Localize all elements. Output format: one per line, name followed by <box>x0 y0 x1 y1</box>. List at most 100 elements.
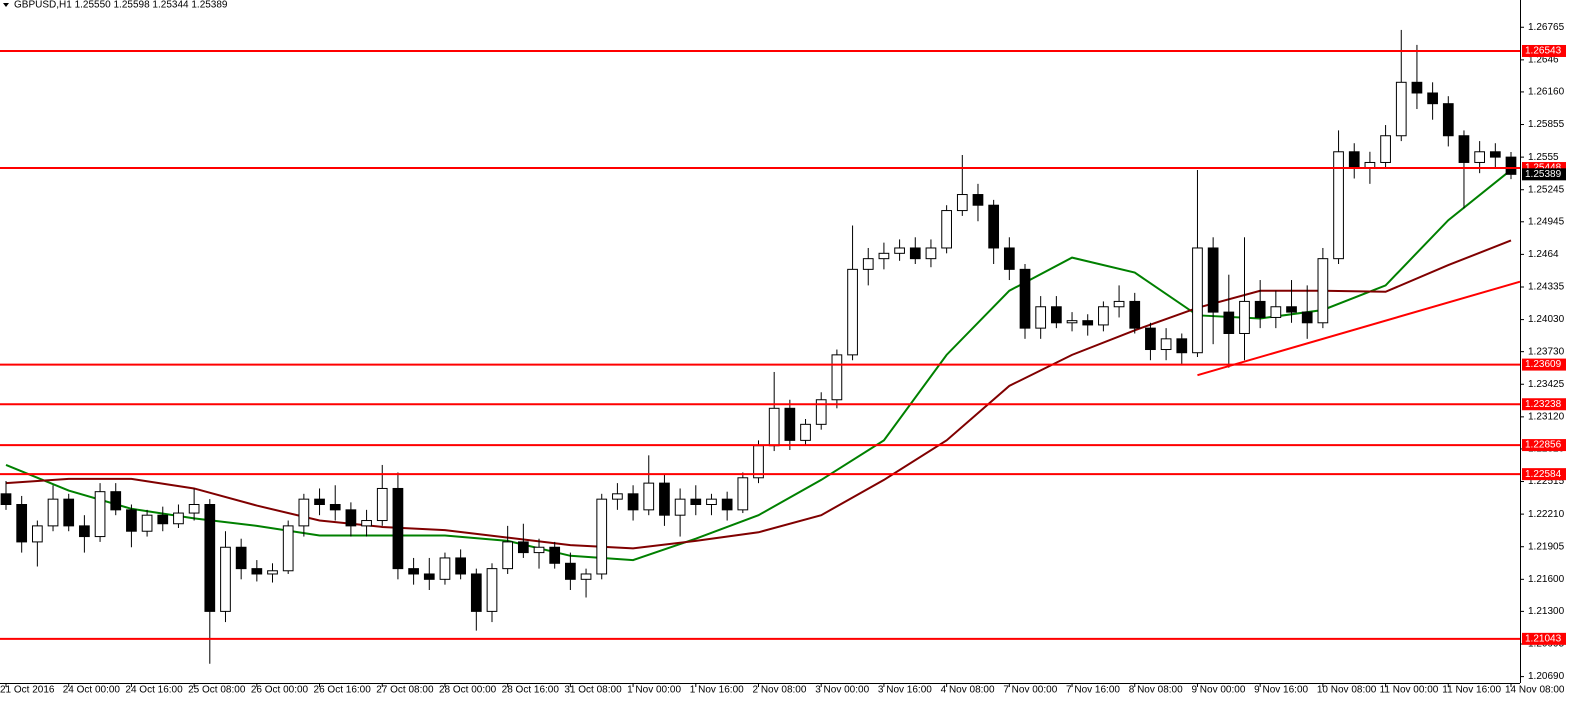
x-tick-label: 28 Oct 00:00 <box>439 685 497 696</box>
candle-body <box>470 573 482 612</box>
x-tick-label: 7 Nov 16:00 <box>1066 685 1120 696</box>
x-tick-label: 1 Nov 00:00 <box>627 685 681 696</box>
level-label-box <box>1522 44 1566 57</box>
x-tick-label: 3 Nov 00:00 <box>815 685 869 696</box>
candle-body <box>925 247 937 260</box>
candle-body <box>972 194 984 206</box>
level-label: 1.21043 <box>1525 633 1562 644</box>
y-tick-label: 1.21300 <box>1528 606 1565 617</box>
candle-body <box>0 493 12 506</box>
candle-body <box>126 509 137 532</box>
x-tick-label: 9 Nov 00:00 <box>1191 685 1245 696</box>
x-tick-label: 24 Oct 00:00 <box>63 685 121 696</box>
candle-body <box>596 498 608 575</box>
candle-body <box>1427 92 1438 105</box>
y-tick-label: 1.25245 <box>1528 184 1565 195</box>
candle-body <box>721 498 733 511</box>
candle-body <box>674 498 686 516</box>
candle-body <box>1411 81 1423 94</box>
x-tick-label: 26 Oct 16:00 <box>314 685 372 696</box>
x-tick-label: 10 Nov 08:00 <box>1317 685 1377 696</box>
candle-body <box>1160 338 1172 351</box>
x-tick-label: 28 Oct 16:00 <box>502 685 560 696</box>
level-label: 1.23609 <box>1525 359 1562 370</box>
candle-body <box>737 477 749 511</box>
x-tick-label: 2 Nov 08:00 <box>753 685 807 696</box>
y-tick-label: 1.2646 <box>1528 54 1559 65</box>
candle-body <box>298 498 310 527</box>
y-tick-label: 1.23730 <box>1528 346 1565 357</box>
candle-body <box>220 546 231 612</box>
candle-body <box>1474 151 1486 163</box>
candle-body <box>157 514 169 525</box>
candle-body <box>345 509 357 527</box>
candle-body <box>188 504 200 514</box>
level-label-box <box>1522 439 1566 452</box>
candle-body <box>329 504 341 511</box>
menu-arrow[interactable] <box>3 3 9 7</box>
candle-body <box>988 204 1000 249</box>
candle-body <box>1223 311 1235 334</box>
candle-body <box>1333 151 1344 260</box>
level-label: 1.26543 <box>1525 46 1562 57</box>
x-tick-label: 25 Oct 08:00 <box>188 685 246 696</box>
candle-body <box>533 546 545 554</box>
candle-body <box>580 573 592 580</box>
x-tick-label: 27 Oct 08:00 <box>376 685 434 696</box>
x-tick-label: 7 Nov 00:00 <box>1003 685 1057 696</box>
candle-body <box>831 354 843 401</box>
y-tick-label: 1.26160 <box>1528 87 1565 98</box>
candle-body <box>141 514 153 532</box>
candle-body <box>1082 320 1094 326</box>
candle-body <box>423 573 435 580</box>
candle-body <box>79 525 90 538</box>
y-tick-label: 1.23425 <box>1528 379 1565 390</box>
candle-body <box>361 520 372 527</box>
candle-body <box>31 525 43 543</box>
candle-body <box>941 210 952 249</box>
y-tick-label: 1.2555 <box>1528 152 1559 163</box>
x-tick-label: 8 Nov 08:00 <box>1129 685 1183 696</box>
candle-body <box>1019 268 1031 329</box>
candle-body <box>282 525 294 572</box>
candle-body <box>690 498 702 506</box>
candle-body <box>1286 306 1297 313</box>
level-label-box <box>1522 632 1566 645</box>
candle-body <box>565 562 576 580</box>
candle-body <box>1239 300 1250 334</box>
candle-body <box>173 512 184 525</box>
candle-body <box>1505 156 1517 175</box>
candle-body <box>1051 306 1062 324</box>
x-tick-label: 4 Nov 08:00 <box>941 685 995 696</box>
candle-body <box>455 557 466 575</box>
candle-body <box>47 498 59 527</box>
candle-body <box>878 252 890 260</box>
candle-body <box>1442 103 1454 137</box>
candle-body <box>110 491 122 511</box>
candle-body <box>753 445 764 479</box>
candle-body <box>847 268 858 356</box>
x-tick-label: 11 Nov 16:00 <box>1442 685 1501 696</box>
candle-body <box>1035 306 1047 329</box>
candle-body <box>643 482 655 511</box>
candle-body <box>1145 327 1156 351</box>
candle-body <box>862 258 874 270</box>
candle-body <box>909 247 921 260</box>
x-tick-label: 1 Nov 16:00 <box>690 685 744 696</box>
candle-body <box>408 568 419 575</box>
y-tick-label: 1.24030 <box>1528 314 1565 325</box>
y-tick-label: 1.2464 <box>1528 249 1559 260</box>
candle-body <box>376 487 388 522</box>
candle-body <box>486 568 498 612</box>
x-tick-label: 9 Nov 16:00 <box>1254 685 1308 696</box>
candle-body <box>784 407 796 441</box>
candle-body <box>1176 338 1188 354</box>
level-label-box <box>1522 468 1566 481</box>
candle-body <box>706 498 717 506</box>
level-label-box <box>1522 398 1566 411</box>
candle-body <box>502 541 514 570</box>
candle-body <box>1270 306 1282 318</box>
